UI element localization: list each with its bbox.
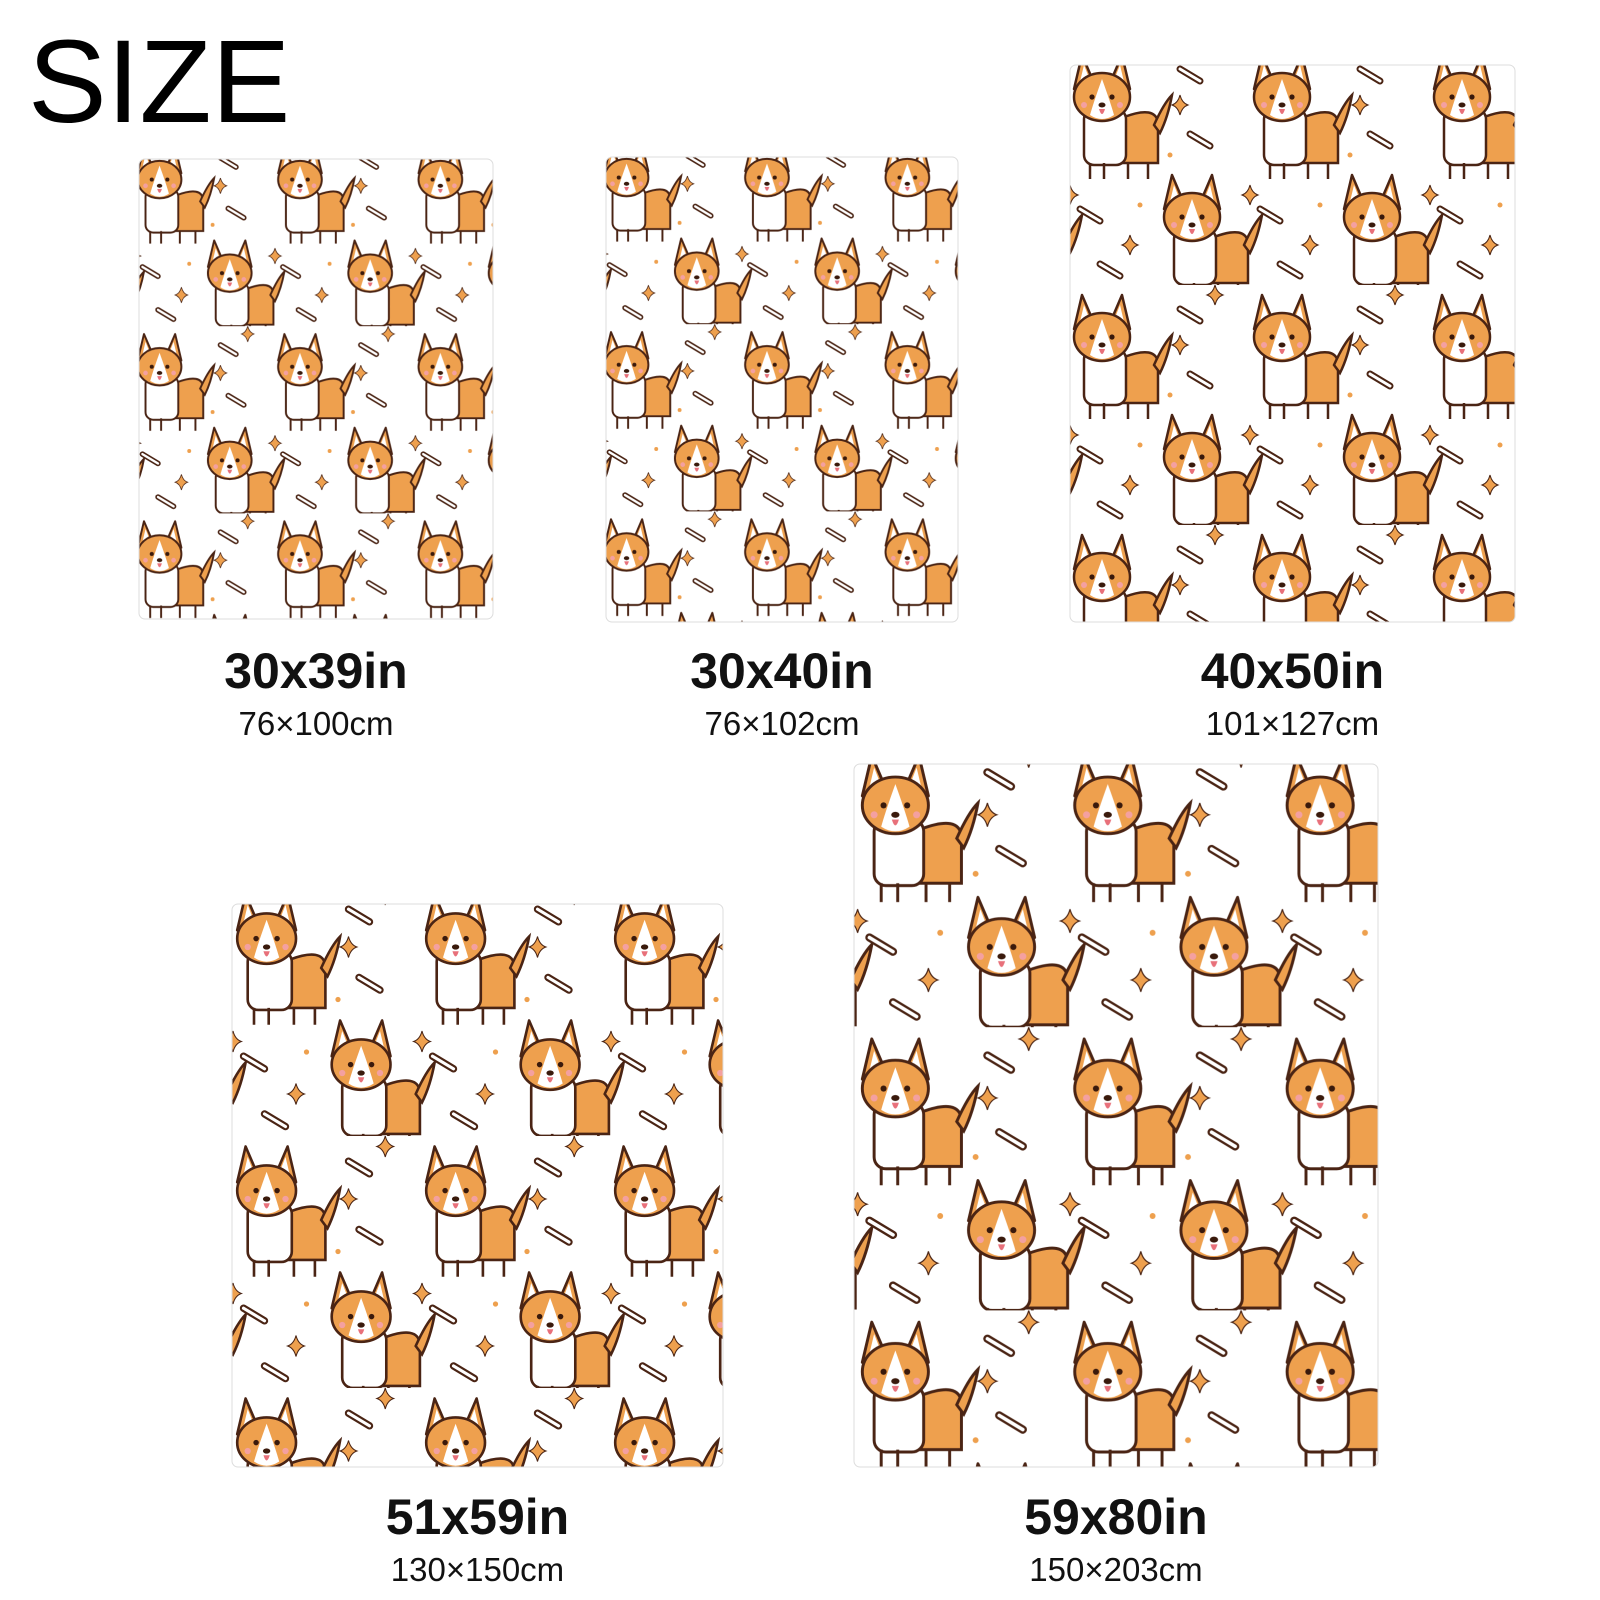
size-inches: 59x80in <box>1024 1489 1207 1545</box>
size-cm: 76×102cm <box>704 705 859 742</box>
size-inches: 30x39in <box>224 643 407 699</box>
size-inches: 30x40in <box>690 643 873 699</box>
size-inches: 51x59in <box>386 1489 569 1545</box>
blanket <box>138 158 494 620</box>
blanket <box>231 903 724 1468</box>
blanket <box>605 156 959 623</box>
size-cm: 101×127cm <box>1206 705 1379 742</box>
size-cm: 76×100cm <box>238 705 393 742</box>
size-inches: 40x50in <box>1201 643 1384 699</box>
blanket <box>1069 64 1516 623</box>
size-cm: 130×150cm <box>391 1551 564 1588</box>
size-cm: 150×203cm <box>1029 1551 1202 1588</box>
title: SIZE <box>28 16 290 148</box>
blanket <box>853 763 1379 1468</box>
